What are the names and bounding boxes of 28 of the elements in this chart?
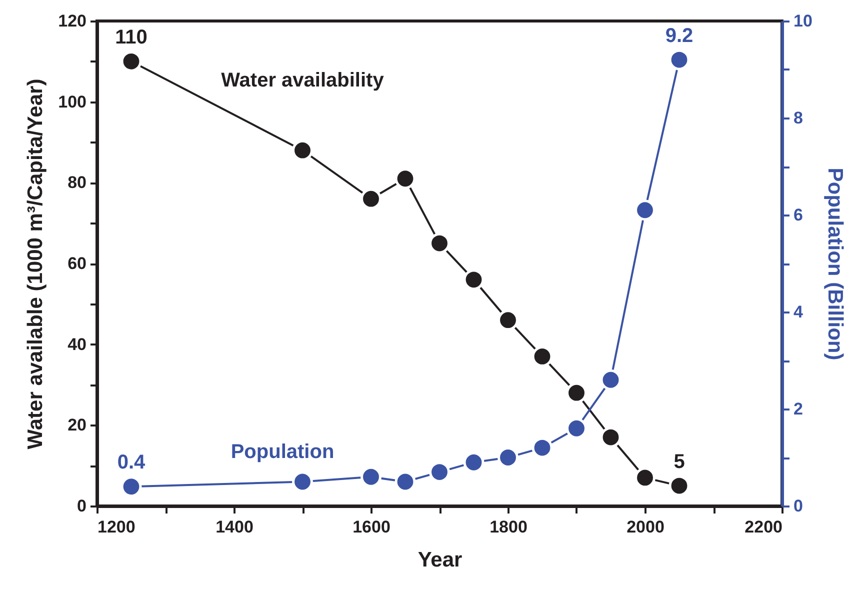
- y-tick-label: 40: [68, 334, 86, 354]
- y2-tick-label: 0: [794, 496, 803, 516]
- x-axis-title: Year: [418, 548, 462, 572]
- x-tick-label: 1200: [98, 518, 136, 536]
- x-tick-label: 1400: [216, 518, 254, 536]
- x-tick-label: 2000: [626, 518, 664, 536]
- y-tick-label: 60: [68, 254, 86, 273]
- y2-axis-title: Population (Billion): [823, 168, 846, 360]
- data-label: 0.4: [117, 452, 146, 474]
- y-tick-label: 100: [58, 92, 86, 112]
- data-label: 110: [115, 26, 148, 48]
- series-label: Water availability: [221, 69, 385, 92]
- y2-tick-label: 4: [794, 302, 804, 322]
- y2-tick-label: 10: [794, 12, 812, 30]
- x-tick-label: 2200: [744, 518, 782, 536]
- y-tick-label: 0: [77, 496, 86, 516]
- data-label: 5: [674, 450, 685, 473]
- y-axis-title: Water available (1000 m³/Capita/Year): [24, 78, 48, 450]
- y-tick-label: 80: [68, 173, 86, 192]
- y-tick-label: 20: [68, 416, 86, 435]
- x-tick-label: 1600: [352, 518, 390, 536]
- y2-tick-label: 8: [794, 108, 803, 128]
- x-tick-label: 1800: [490, 518, 528, 536]
- y2-tick-label: 2: [794, 400, 803, 418]
- series-label: Population: [230, 440, 334, 463]
- data-label: 9.2: [665, 24, 694, 47]
- y-tick-label: 120: [58, 12, 86, 30]
- y2-tick-label: 6: [794, 206, 803, 224]
